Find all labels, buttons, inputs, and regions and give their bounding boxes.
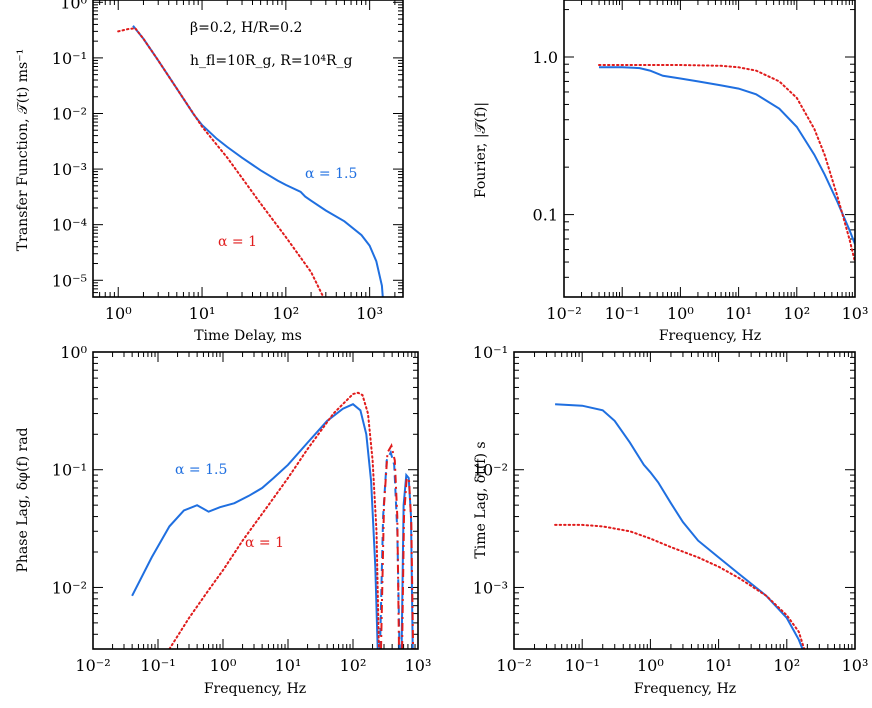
transfer-y-label: Transfer Function, 𝒯(t) ms⁻¹ [15,49,31,251]
phase-plot-area: 10⁻² 10⁻¹ 10⁰ 10¹ 10² 10³ 10⁻² 10⁻¹ 10⁰ [52,343,432,675]
phase-x-tick-label: 10² [340,656,367,675]
phase-series-2 [400,472,414,649]
timelag-x-tick-label: 10² [773,656,800,675]
transfer-y-tick-label: 10⁻⁵ [52,271,87,290]
panel-timelag: 10⁻² 10⁻¹ 10⁰ 10¹ 10² 10³ 10⁻³ 10⁻² 10⁻¹ Frequen… [473,343,869,697]
fourier-x-tick-label: 10³ [842,304,869,323]
timelag-x-tick-label: 10³ [842,656,869,675]
panel-fourier: 10⁻² 10⁻¹ 10⁰ 10¹ 10² 10³ 0.1 1.0 Frequency, Hz… [473,0,868,344]
timelag-y-label: Time Lag, δt(f) s [473,441,489,558]
transfer-annotation-geometry: h_fl=10R_g, R=10⁴R_g [190,53,353,69]
fourier-x-tick-label: 10¹ [725,304,752,323]
timelag-x-tick-label: 10⁻² [496,656,531,675]
transfer-y-tick-label: 10⁰ [60,0,87,12]
phase-x-label: Frequency, Hz [204,681,306,697]
timelag-y-tick-label: 10⁻² [473,461,508,480]
fourier-y-label: Fourier, |𝒯̃(f)| [473,102,489,198]
transfer-x-tick-label: 10³ [356,304,383,323]
fourier-y-tick-label: 0.1 [533,206,558,225]
transfer-y-tick-label: 10⁻² [52,104,87,123]
transfer-series-1 [117,27,325,297]
panel-phase: 10⁻² 10⁻¹ 10⁰ 10¹ 10² 10³ 10⁻² 10⁻¹ 10⁰ Frequenc… [15,343,431,697]
fourier-ticks [563,0,856,298]
transfer-frame [92,0,404,298]
timelag-y-tick-label: 10⁻³ [473,578,508,597]
timelag-ticks [513,351,856,650]
fourier-series-1 [598,64,855,263]
fourier-x-tick-label: 10⁰ [667,304,694,323]
fourier-frame [563,0,856,298]
timelag-plot-area: 10⁻² 10⁻¹ 10⁰ 10¹ 10² 10³ 10⁻³ 10⁻² 10⁻¹ [473,343,869,675]
phase-label-alpha-1: α = 1 [245,535,284,551]
transfer-x-tick-label: 10¹ [189,304,216,323]
transfer-y-tick-label: 10⁻⁴ [52,216,87,235]
fourier-y-tick-label: 1.0 [533,48,558,67]
transfer-label-alpha-1-5: α = 1.5 [305,166,357,182]
phase-series-0 [131,403,379,649]
phase-y-label: Phase Lag, δφ(f) rad [15,427,31,572]
phase-series-5 [401,475,415,649]
timelag-x-label: Frequency, Hz [634,681,736,697]
fourier-x-label: Frequency, Hz [659,328,761,344]
timelag-x-tick-label: 10¹ [705,656,732,675]
fourier-plot-area: 10⁻² 10⁻¹ 10⁰ 10¹ 10² 10³ 0.1 1.0 [533,0,869,323]
phase-x-tick-label: 10¹ [275,656,302,675]
panel-transfer: 10⁰ 10¹ 10² 10³ 10⁻⁵ 10⁻⁴ 10⁻³ 10⁻² 10⁻¹ 10⁰ Time… [15,0,404,344]
phase-x-tick-label: 10³ [405,656,432,675]
transfer-y-tick-label: 10⁻³ [52,160,87,179]
timelag-x-tick-label: 10⁻¹ [565,656,600,675]
fourier-series-0 [599,66,855,245]
transfer-y-tick-label: 10⁻¹ [52,49,87,68]
transfer-x-tick-label: 10² [272,304,299,323]
phase-x-tick-label: 10⁻¹ [140,656,175,675]
timelag-series-0 [555,403,804,649]
timelag-y-tick-label: 10⁻¹ [473,343,508,362]
transfer-label-alpha-1: α = 1 [218,234,257,250]
phase-x-tick-label: 10⁻² [75,656,110,675]
phase-series-4 [380,442,400,649]
phase-series-3 [168,391,380,649]
timelag-frame [513,351,856,650]
phase-label-alpha-1-5: α = 1.5 [175,462,227,478]
transfer-series-0 [132,25,384,297]
phase-frame [92,351,419,650]
fourier-x-tick-label: 10² [783,304,810,323]
timelag-x-tick-label: 10⁰ [637,656,664,675]
transfer-annotation-params: β=0.2, H/R=0.2 [190,20,302,36]
transfer-ticks [92,0,403,298]
fourier-x-tick-label: 10⁻¹ [605,304,640,323]
transfer-plot-area: 10⁰ 10¹ 10² 10³ 10⁻⁵ 10⁻⁴ 10⁻³ 10⁻² 10⁻¹ 10⁰ [52,0,403,323]
phase-ticks [92,351,419,650]
phase-y-tick-label: 10⁻¹ [52,461,87,480]
fourier-x-tick-label: 10⁻² [546,304,581,323]
phase-y-tick-label: 10⁰ [60,343,87,362]
transfer-x-tick-label: 10⁰ [105,304,132,323]
phase-x-tick-label: 10⁰ [210,656,237,675]
timelag-series-1 [554,523,806,649]
transfer-x-label: Time Delay, ms [194,328,302,344]
phase-y-tick-label: 10⁻² [52,578,87,597]
